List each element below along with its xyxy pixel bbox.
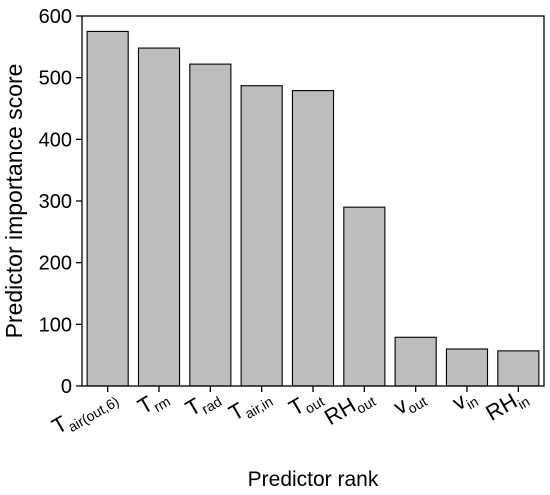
x-tick-label: Tair(out,6)	[47, 383, 121, 442]
svg-text:vout: vout	[389, 383, 429, 423]
bar-5	[291, 90, 335, 387]
bars-group	[86, 30, 540, 387]
bar-4	[240, 85, 283, 387]
x-tick-label: Tair,in	[224, 383, 275, 429]
y-axis-label: Predictor importance score	[1, 64, 27, 339]
y-tick-label: 400	[39, 129, 72, 151]
x-tick-label: Trm	[133, 383, 173, 422]
x-tick-label: vin	[448, 383, 481, 418]
x-tick-label-sub: air(out,6)	[65, 393, 122, 435]
svg-text:Tout: Tout	[284, 383, 327, 424]
svg-text:Tair,in: Tair,in	[224, 383, 275, 429]
bar-8	[445, 348, 489, 387]
x-tick-label: Tout	[284, 383, 327, 424]
y-axis: 0 100 200 300 400 500 600	[39, 6, 82, 398]
bar-7	[394, 336, 437, 387]
x-tick-label: Trad	[181, 383, 224, 424]
x-tick-label: RHout	[320, 383, 378, 433]
svg-text:Trm: Trm	[133, 383, 173, 422]
y-tick-label: 100	[39, 314, 72, 336]
x-axis-label: Predictor rank	[248, 468, 379, 491]
bar-9	[497, 350, 540, 387]
y-tick-label: 300	[39, 191, 72, 213]
x-tick-label: RHin	[481, 383, 532, 429]
svg-text:vin: vin	[448, 383, 481, 418]
y-tick-label: 500	[39, 68, 72, 90]
bar-1	[86, 30, 129, 387]
x-tick-label-main: RH	[320, 392, 360, 430]
x-tick-label-sub: rm	[151, 393, 173, 415]
x-tick-label: vout	[389, 383, 429, 423]
bar-3	[189, 63, 232, 387]
y-tick-label: 0	[61, 376, 72, 398]
bar-2	[137, 47, 181, 387]
svg-text:Tair(out,6): Tair(out,6)	[47, 383, 121, 442]
x-tick-label-main: RH	[481, 388, 521, 426]
svg-text:RHout: RHout	[320, 383, 378, 433]
bar-6	[343, 206, 386, 387]
x-tick-label-sub: air,in	[242, 393, 276, 422]
svg-text:RHin: RHin	[481, 383, 532, 429]
y-tick-label: 200	[39, 253, 72, 275]
svg-text:Trad: Trad	[181, 383, 224, 424]
y-tick-label: 600	[39, 6, 72, 28]
